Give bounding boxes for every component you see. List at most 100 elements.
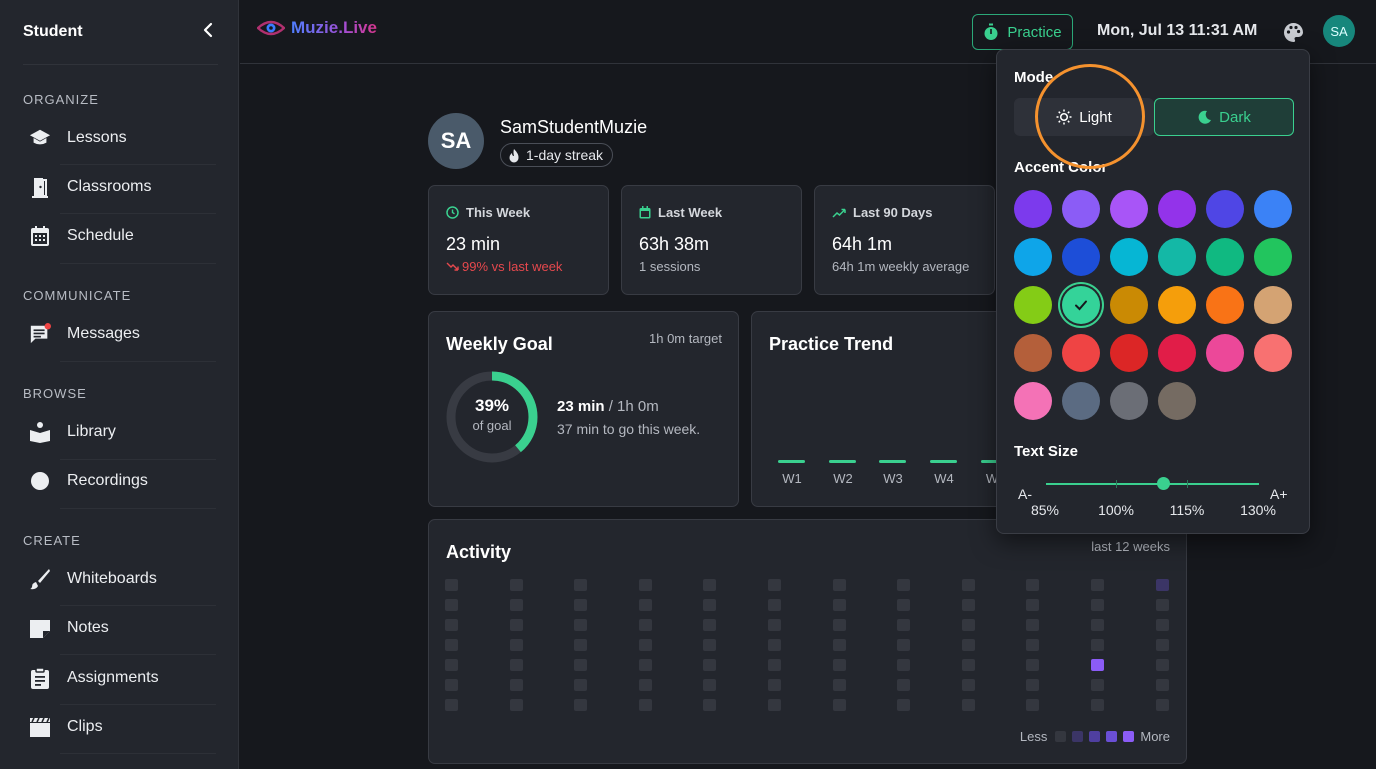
accent-swatch[interactable] [1158, 286, 1196, 324]
accent-swatch[interactable] [1014, 286, 1052, 324]
activity-cell [703, 639, 717, 651]
activity-cell [832, 699, 846, 711]
light-mode-button[interactable]: Light [1014, 98, 1154, 136]
text-size-slider-track[interactable] [1046, 483, 1259, 485]
streak-badge: 1-day streak [500, 143, 614, 167]
sidebar-item-clips[interactable]: Clips [23, 707, 218, 747]
accent-swatch[interactable] [1062, 382, 1100, 420]
logo-text: Muzie.Live [291, 18, 377, 37]
palette-icon[interactable] [1283, 22, 1304, 48]
accent-swatch[interactable] [1110, 238, 1148, 276]
accent-swatch[interactable] [1110, 382, 1148, 420]
sidebar-item-library[interactable]: Library [23, 412, 218, 452]
collapse-sidebar-icon[interactable] [202, 22, 214, 43]
accent-swatch[interactable] [1206, 190, 1244, 228]
trend-bar [879, 460, 906, 463]
section-create: CREATE [23, 533, 81, 548]
trend-week-label: W2 [833, 471, 853, 486]
accent-swatch[interactable] [1110, 334, 1148, 372]
activity-cell [703, 619, 717, 631]
text-size-decrease[interactable]: A- [1018, 486, 1032, 502]
sidebar-item-label: Clips [67, 718, 103, 735]
activity-cell [961, 699, 975, 711]
sidebar-item-whiteboards[interactable]: Whiteboards [23, 559, 218, 599]
sidebar-item-classrooms[interactable]: Classrooms [23, 167, 218, 207]
sidebar-separator [60, 361, 216, 362]
graduation-cap-icon [29, 127, 51, 149]
accent-swatch[interactable] [1254, 334, 1292, 372]
appearance-popover: Mode Light Dark Accent Color Text Size A… [996, 49, 1310, 534]
sidebar-item-messages[interactable]: Messages [23, 314, 218, 354]
accent-swatch[interactable] [1254, 190, 1292, 228]
trend-bar [778, 460, 805, 463]
accent-swatch[interactable] [1062, 334, 1100, 372]
activity-cell [961, 599, 975, 611]
sidebar-item-schedule[interactable]: Schedule [23, 216, 218, 256]
activity-cell [445, 679, 458, 691]
activity-cell [1091, 579, 1104, 591]
app-logo[interactable]: Muzie.Live [257, 18, 377, 38]
practice-button[interactable]: Practice [972, 14, 1073, 50]
accent-swatch[interactable] [1254, 238, 1292, 276]
activity-cell [1026, 679, 1040, 691]
legend-swatch [1123, 731, 1135, 742]
accent-swatch[interactable] [1062, 286, 1100, 324]
activity-cell [961, 619, 975, 631]
accent-swatch[interactable] [1062, 238, 1100, 276]
activity-cell [509, 659, 523, 671]
activity-cell [445, 599, 458, 611]
sidebar-divider [23, 64, 218, 65]
sidebar-item-assignments[interactable]: Assignments [23, 658, 218, 698]
accent-swatch[interactable] [1158, 190, 1196, 228]
sidebar-item-lessons[interactable]: Lessons [23, 118, 218, 158]
dark-mode-button[interactable]: Dark [1154, 98, 1294, 136]
message-icon [29, 323, 51, 345]
activity-cell [1091, 619, 1104, 631]
activity-cell [574, 639, 588, 651]
text-size-slider-handle[interactable] [1157, 477, 1170, 490]
accent-swatch[interactable] [1158, 238, 1196, 276]
accent-swatch[interactable] [1110, 190, 1148, 228]
activity-cell [574, 659, 588, 671]
accent-swatch[interactable] [1014, 382, 1052, 420]
accent-swatch[interactable] [1206, 238, 1244, 276]
accent-swatch[interactable] [1206, 334, 1244, 372]
text-size-increase[interactable]: A+ [1270, 486, 1288, 502]
trend-bar [981, 460, 1008, 463]
accent-swatch[interactable] [1014, 190, 1052, 228]
activity-cell [638, 679, 652, 691]
accent-swatch[interactable] [1206, 286, 1244, 324]
activity-cell [1026, 699, 1040, 711]
activity-cell [1091, 639, 1104, 651]
sidebar-separator [60, 753, 216, 754]
activity-cell [1155, 679, 1169, 691]
activity-cell [445, 659, 458, 671]
accent-swatch[interactable] [1014, 238, 1052, 276]
sidebar-item-notes[interactable]: Notes [23, 608, 218, 648]
activity-cell [703, 579, 717, 591]
accent-swatch[interactable] [1254, 286, 1292, 324]
stat-change: 99% vs last week [446, 259, 562, 274]
sidebar-separator [60, 704, 216, 705]
sidebar-item-label: Classrooms [67, 178, 152, 195]
slider-tick [1116, 480, 1117, 488]
record-icon [29, 470, 51, 492]
accent-swatch[interactable] [1110, 286, 1148, 324]
activity-cell [509, 579, 523, 591]
activity-cell [897, 679, 911, 691]
trend-week-label: W4 [934, 471, 954, 486]
activity-title: Activity [446, 542, 512, 562]
sidebar-item-recordings[interactable]: Recordings [23, 461, 218, 501]
profile-name: SamStudentMuzie [500, 117, 648, 137]
accent-swatch[interactable] [1014, 334, 1052, 372]
sidebar-separator [60, 164, 216, 165]
sidebar-item-label: Notes [67, 619, 109, 636]
activity-cell [703, 599, 717, 611]
activity-card: Activity last 12 weeks Less More [428, 519, 1187, 764]
accent-swatch[interactable] [1158, 382, 1196, 420]
accent-swatch[interactable] [1062, 190, 1100, 228]
sidebar-title: Student [23, 23, 83, 40]
accent-swatch[interactable] [1158, 334, 1196, 372]
user-avatar[interactable]: SA [1323, 15, 1355, 47]
stat-card-last-90-days: Last 90 Days 64h 1m 64h 1m weekly averag… [814, 185, 995, 295]
